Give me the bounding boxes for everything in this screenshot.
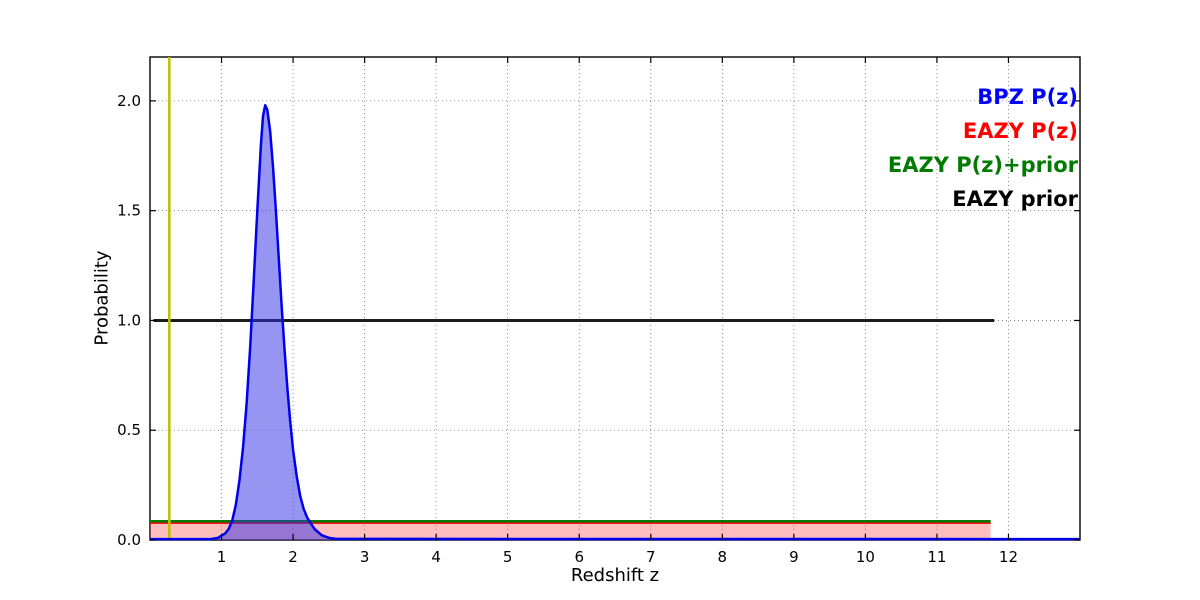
y-tick-label: 1.5: [117, 202, 141, 220]
bpz-pz-line: [150, 104, 1081, 541]
legend-item-bpz-pz: BPZ P(z): [977, 85, 1078, 109]
y-tick-label: 0.5: [117, 421, 141, 439]
legend: BPZ P(z) EAZY P(z) EAZY P(z)+prior EAZY …: [888, 80, 1078, 216]
bpz-pz-fill: [150, 105, 1080, 541]
x-tick-label: 4: [431, 548, 441, 566]
y-axis-label: Probability: [91, 250, 113, 346]
x-tick-label: 8: [718, 548, 728, 566]
x-tick-label: 2: [288, 548, 298, 566]
x-tick-label: 10: [856, 548, 875, 566]
y-tick-label: 0.0: [117, 531, 141, 549]
x-tick-label: 3: [360, 548, 370, 566]
x-tick-label: 11: [927, 548, 946, 566]
legend-item-eazy-pz-prior: EAZY P(z)+prior: [887, 153, 1078, 177]
legend-item-eazy-pz: EAZY P(z): [962, 119, 1078, 143]
legend-item-eazy-prior: EAZY prior: [952, 187, 1078, 211]
x-tick-label: 5: [503, 548, 513, 566]
y-tick-label: 1.0: [117, 311, 141, 329]
x-tick-label: 6: [574, 548, 584, 566]
x-tick-label: 7: [646, 548, 656, 566]
x-tick-label: 1: [217, 548, 227, 566]
x-tick-label: 9: [789, 548, 799, 566]
eazy-pz-fill: [150, 522, 991, 540]
x-axis-label: Redshift z: [570, 565, 660, 586]
y-tick-label: 2.0: [117, 92, 141, 110]
x-tick-label: 12: [999, 548, 1018, 566]
